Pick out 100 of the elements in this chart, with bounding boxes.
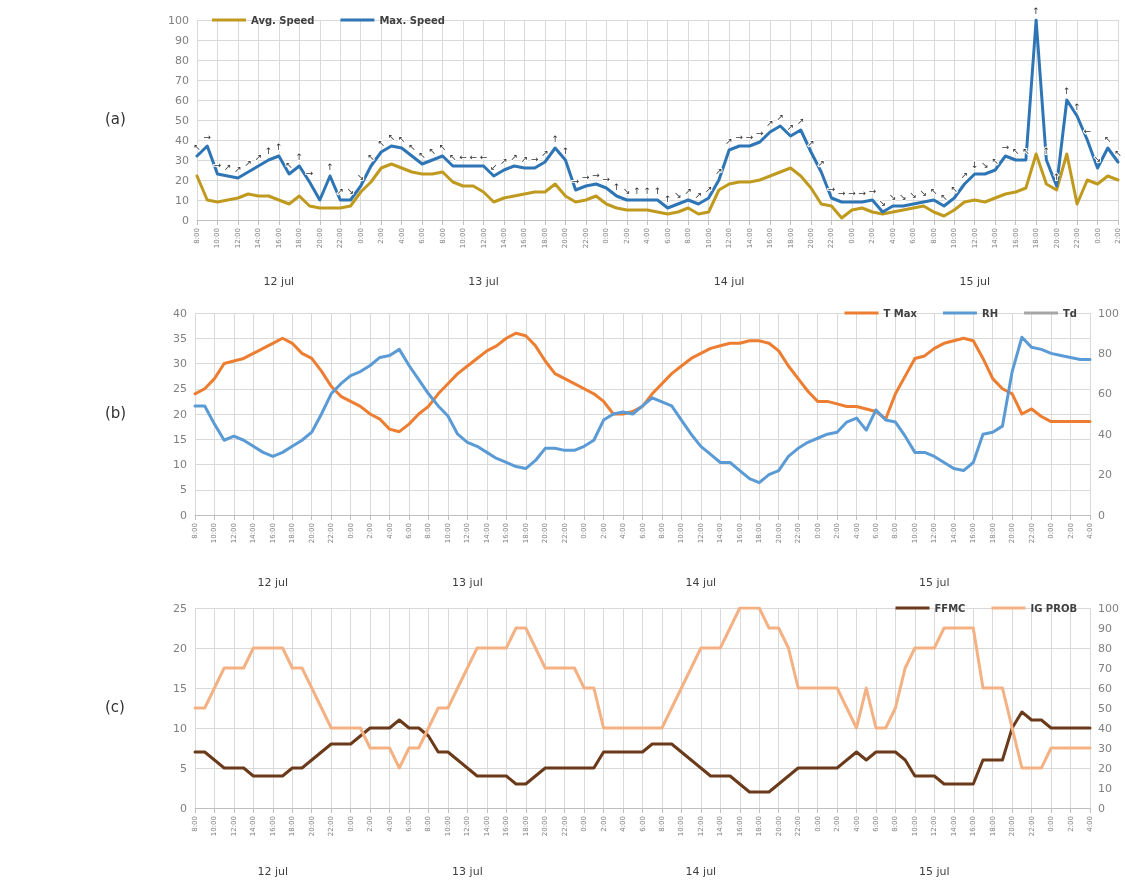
data-label: → [837,187,846,198]
data-label: ↘ [346,185,355,196]
y-tick-label: 10 [173,721,187,735]
text: 14 jul [713,275,745,288]
data-label: ↗ [807,137,815,148]
data-label: ↘ [919,187,928,198]
data-label: ↗ [725,135,733,146]
y-tick-label: 15 [173,681,187,695]
y-tick-label: 20 [173,641,187,655]
y2-tick-label: 60 [1098,681,1112,695]
data-label: ↑ [653,185,662,196]
legend-label: Max. Speed [379,14,445,26]
text: 15 jul [919,865,950,878]
data-label: ↖ [449,151,457,162]
text: 12 jul [257,576,289,589]
data-label: ↗ [254,151,263,162]
legend-label: T Max [883,307,918,319]
y-tick-label: 20 [173,407,187,421]
data-label: ↗ [541,147,549,158]
data-label: ↗ [223,161,232,172]
data-label: → [848,187,857,198]
data-label: ↖ [1114,147,1122,158]
y2-tick-label: 80 [1098,346,1112,360]
data-label: ↑ [1032,5,1040,16]
legend-label: FFMC [934,602,966,614]
line-series [193,335,1092,485]
data-label: ↑ [551,133,559,144]
data-label: ↖ [387,131,396,142]
legend-label: Td [1063,307,1077,319]
y2-tick-label: 80 [1098,641,1112,655]
data-label: ↖ [438,141,447,152]
y2-tick-label: 70 [1098,661,1112,675]
data-label: ↗ [234,163,242,174]
data-label: → [582,171,591,182]
data-label: ↑ [1042,145,1051,156]
data-label: ↖ [950,183,959,194]
y-tick-label: 80 [175,53,189,67]
y-tick-label: 25 [173,601,187,615]
data-label: ↑ [633,185,641,196]
data-label: ↗ [786,121,795,132]
text: (c) [105,697,125,716]
text: 12 jul [257,865,289,878]
data-label: → [592,169,601,180]
data-label: → [530,153,539,164]
data-label: ↑ [264,145,273,156]
data-label: ↖ [930,185,938,196]
legend-label: Avg. Speed [251,14,315,26]
data-label: ↗ [817,157,826,168]
y2-tick-label: 0 [1098,508,1105,522]
y-tick-label: 60 [175,93,189,107]
data-label: ← [1083,125,1092,136]
data-label: ↑ [643,185,652,196]
data-label: ↖ [428,145,437,156]
data-label: ↗ [500,155,508,166]
data-label: ↗ [244,157,252,168]
y-tick-label: 30 [175,153,189,167]
y-tick-label: 100 [168,13,189,27]
data-label: ↗ [776,111,785,122]
data-label: ↑ [326,161,334,172]
y2-tick-label: 90 [1098,621,1112,635]
y-tick-label: 5 [180,761,187,775]
data-label: ↗ [336,185,345,196]
line-series [193,331,1092,434]
y2-tick-label: 40 [1098,427,1112,441]
legend-label: IG PROB [1030,602,1077,614]
data-label: ↖ [940,191,948,202]
text: 13 jul [452,865,483,878]
data-label: → [735,131,744,142]
data-label: ↖ [193,141,201,152]
data-label: ↑ [1073,101,1081,112]
data-label: ↗ [960,169,969,180]
data-label: ↑ [275,141,283,152]
data-label: ↗ [796,115,805,126]
data-label: ↑ [561,145,570,156]
text: 15 jul [959,275,991,288]
data-label: ↘ [878,197,887,208]
y2-tick-label: 20 [1098,761,1112,775]
data-label: ↗ [520,153,529,164]
text: (a) [105,109,126,128]
data-label: ↑ [663,193,672,204]
y-tick-label: 20 [175,173,189,187]
text: (b) [105,403,127,422]
data-label: ↗ [694,189,703,200]
data-label: ↖ [408,141,416,152]
text: 12 jul [263,275,295,288]
data-label: ← [479,151,488,162]
data-label: → [1001,141,1010,152]
y-tick-label: 0 [182,213,189,227]
data-label: ↖ [397,133,406,144]
text: 15 jul [919,576,950,589]
data-label: ↘ [889,191,897,202]
data-label: ↖ [1011,145,1020,156]
y2-tick-label: 0 [1098,801,1105,815]
data-label: ↘ [623,185,631,196]
y-tick-label: 50 [175,113,189,127]
text: 14 jul [685,576,717,589]
data-label: ↗ [684,185,692,196]
y-tick-label: 15 [173,432,187,446]
data-label: ↖ [377,137,385,148]
y-tick-label: 0 [180,508,187,522]
